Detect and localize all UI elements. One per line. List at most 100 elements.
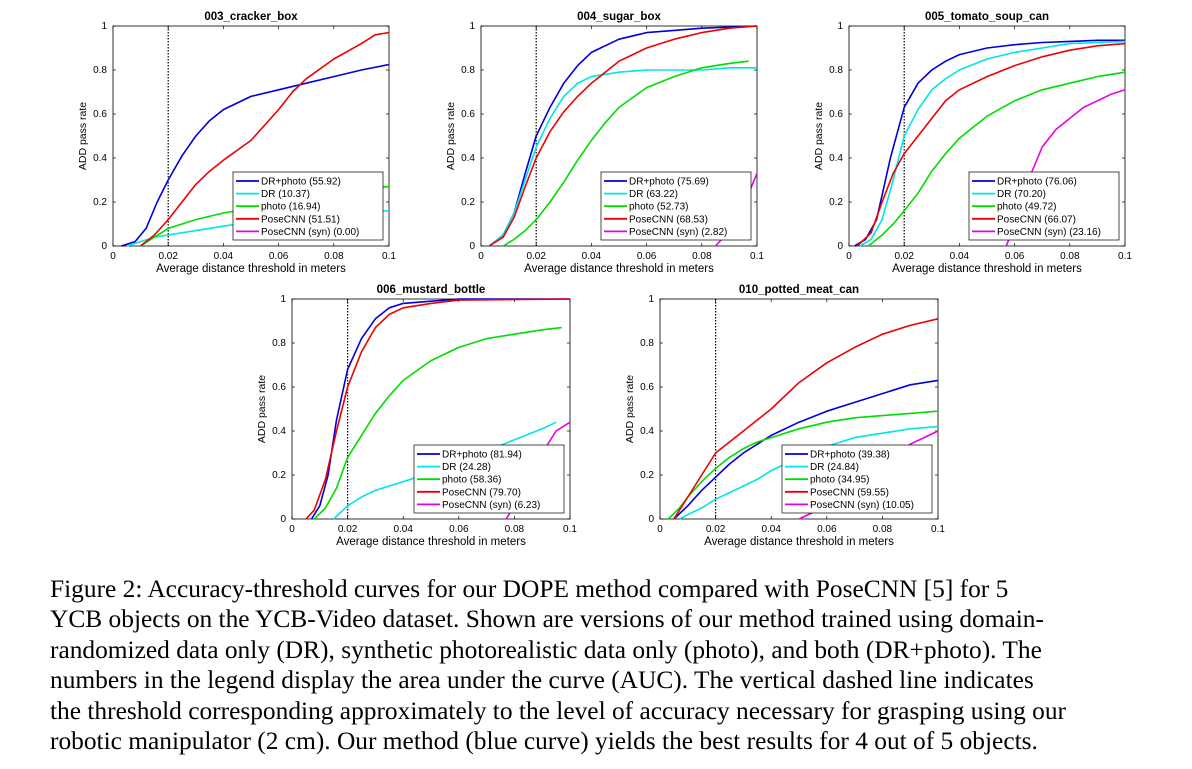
legend-entry: PoseCNN (syn) (6.23) (442, 500, 540, 511)
series-line (679, 425, 939, 520)
legend-entry: photo (49.72) (997, 202, 1057, 213)
x-tick-label: 0.02 (158, 251, 178, 262)
x-tick-label: 0.1 (1118, 251, 1132, 262)
y-tick-label: 0 (280, 514, 286, 525)
y-tick-label: 0 (837, 241, 843, 252)
legend-entry: PoseCNN (51.51) (261, 214, 340, 225)
legend-entry: PoseCNN (syn) (23.16) (997, 227, 1101, 238)
series-line (667, 410, 939, 520)
series-line (310, 298, 570, 520)
chart-title: 005_tomato_soup_can (925, 11, 1049, 23)
x-tick-label: 0.04 (950, 251, 970, 262)
x-tick-label: 0.02 (526, 251, 546, 262)
series-line (867, 71, 1126, 247)
y-tick-label: 0.2 (640, 470, 654, 481)
legend-entry: photo (16.94) (261, 202, 321, 213)
legend-entry: PoseCNN (syn) (2.82) (629, 227, 727, 238)
x-tick-label: 0 (657, 524, 663, 535)
legend-entry: DR+photo (39.38) (810, 450, 890, 461)
y-tick-label: 0.8 (461, 65, 475, 76)
legend-entry: DR+photo (55.92) (261, 177, 341, 188)
x-tick-label: 0.06 (1005, 251, 1025, 262)
y-tick-label: 0.2 (461, 197, 475, 208)
x-tick-label: 0.06 (817, 524, 837, 535)
y-tick-label: 0.4 (272, 426, 286, 437)
chart-panel: 0 0.02 0.04 0.06 0.08 0.1 0 0.2 0.4 0.6 0.8 1 003_cr… (77, 11, 396, 275)
legend-entry: DR (24.84) (810, 462, 859, 473)
x-tick-label: 0.06 (269, 251, 289, 262)
x-tick-label: 0 (110, 251, 116, 262)
chart-panel: 0 0.02 0.04 0.06 0.08 0.1 0 0.2 0.4 0.6 0.8 1 004_su… (445, 11, 764, 275)
series-line (854, 39, 1125, 247)
x-tick-label: 0 (289, 524, 295, 535)
y-tick-label: 0.2 (829, 197, 843, 208)
y-tick-label: 0.4 (93, 153, 107, 164)
y-tick-label: 1 (469, 21, 475, 32)
series-line (305, 298, 571, 520)
x-tick-label: 0.08 (505, 524, 525, 535)
series-line (313, 326, 562, 520)
y-axis-label: ADD pass rate (813, 102, 825, 170)
series-line (488, 25, 758, 247)
series-line (856, 42, 1126, 247)
series-line (502, 60, 749, 247)
x-tick-label: 0.06 (637, 251, 657, 262)
caption-line: numbers in the legend display the area u… (50, 666, 1034, 695)
legend-entry: PoseCNN (syn) (0.00) (261, 227, 359, 238)
x-axis-label: Average distance threshold in meters (156, 263, 346, 275)
x-tick-label: 0 (846, 251, 852, 262)
y-axis-label: ADD pass rate (77, 102, 89, 170)
series-line (140, 31, 390, 247)
y-axis-label: ADD pass rate (624, 375, 636, 443)
series-line (859, 40, 1126, 247)
figure-plots: 0 0.02 0.04 0.06 0.08 0.1 0 0.2 0.4 0.6 0.8 1 003_cr… (77, 11, 1132, 548)
chart-title: 010_potted_meat_can (739, 284, 859, 296)
x-axis-label: Average distance threshold in meters (704, 536, 894, 548)
legend-entry: PoseCNN (66.07) (997, 214, 1076, 225)
chart-panel: 0 0.02 0.04 0.06 0.08 0.1 0 0.2 0.4 0.6 0.8 1 006_mu… (256, 284, 577, 548)
chart-panel: 0 0.02 0.04 0.06 0.08 0.1 0 0.2 0.4 0.6 0.8 1 005_to… (813, 11, 1132, 275)
x-tick-label: 0.1 (931, 524, 945, 535)
chart-title: 006_mustard_bottle (377, 284, 486, 296)
y-tick-label: 0 (101, 241, 107, 252)
x-tick-label: 0.02 (338, 524, 358, 535)
legend-entry: DR (24.28) (442, 462, 491, 473)
legend-entry: photo (52.73) (629, 202, 689, 213)
legend-entry: DR (70.20) (997, 189, 1046, 200)
legend-entry: PoseCNN (68.53) (629, 214, 708, 225)
y-tick-label: 1 (101, 21, 107, 32)
legend-entry: PoseCNN (79.70) (442, 487, 521, 498)
x-tick-label: 0.08 (1060, 251, 1080, 262)
y-tick-label: 0.4 (640, 426, 654, 437)
y-tick-label: 0.6 (461, 109, 475, 120)
caption-line: the threshold corresponding approximatel… (50, 696, 1066, 725)
chart-title: 004_sugar_box (577, 11, 661, 23)
x-tick-label: 0.06 (449, 524, 469, 535)
x-tick-label: 0.1 (750, 251, 764, 262)
y-tick-label: 0.6 (640, 382, 654, 393)
y-tick-label: 1 (280, 294, 286, 305)
y-tick-label: 0 (648, 514, 654, 525)
y-tick-label: 0.6 (829, 109, 843, 120)
x-tick-label: 0.08 (873, 524, 893, 535)
y-tick-label: 1 (648, 294, 654, 305)
y-tick-label: 0.8 (272, 338, 286, 349)
y-tick-label: 0.6 (93, 109, 107, 120)
x-tick-label: 0.02 (894, 251, 914, 262)
x-tick-label: 0.04 (214, 251, 234, 262)
y-tick-label: 0.4 (461, 153, 475, 164)
y-tick-label: 0 (469, 241, 475, 252)
caption-line: robotic manipulator (2 cm). Our method (… (50, 727, 1038, 756)
x-tick-label: 0.1 (382, 251, 396, 262)
series-line (673, 318, 939, 520)
y-tick-label: 0.2 (93, 197, 107, 208)
legend-entry: PoseCNN (syn) (10.05) (810, 500, 914, 511)
x-tick-label: 0 (478, 251, 484, 262)
y-tick-label: 0.6 (272, 382, 286, 393)
legend-entry: DR+photo (81.94) (442, 450, 522, 461)
legend-entry: DR+photo (76.06) (997, 177, 1077, 188)
legend-entry: DR (10.37) (261, 189, 310, 200)
caption-line: randomized data only (DR), synthetic pho… (50, 635, 1042, 664)
x-tick-label: 0.08 (324, 251, 344, 262)
y-tick-label: 0.8 (640, 338, 654, 349)
